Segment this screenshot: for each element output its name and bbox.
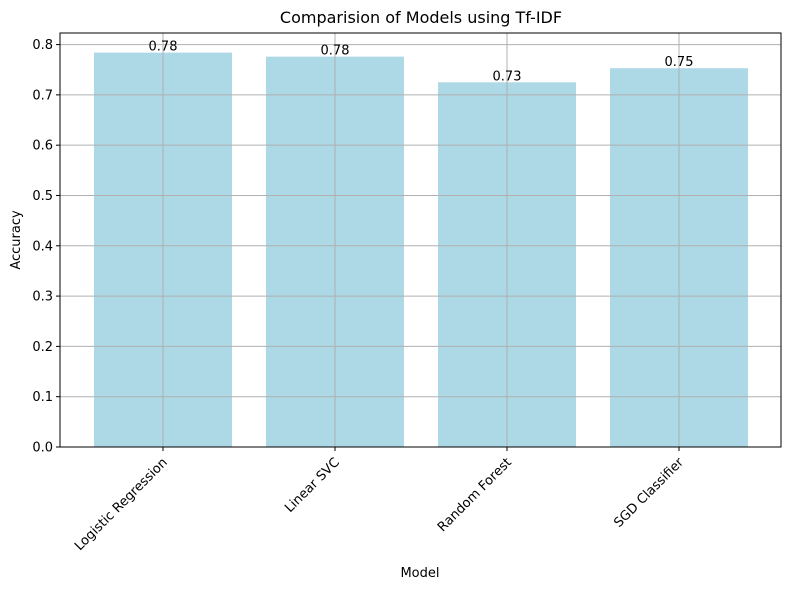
y-tick-label: 0.5	[32, 189, 53, 204]
y-tick-label: 0.3	[32, 290, 53, 305]
y-tick-label: 0.7	[32, 88, 53, 103]
y-axis-ticks: 0.0 0.1 0.2 0.3 0.4 0.5 0.6 0.7 0.8	[32, 38, 60, 456]
grid-lines	[60, 33, 781, 448]
y-tick-label: 0.6	[32, 139, 53, 154]
x-axis-label: Model	[400, 566, 439, 581]
y-tick-label: 0.4	[32, 239, 53, 254]
y-axis-label: Accuracy	[9, 210, 24, 270]
y-tick-label: 0.1	[32, 390, 53, 405]
axes-frame	[59, 32, 782, 448]
data-label-0: 0.78	[149, 40, 178, 55]
chart-title: Comparision of Models using Tf-IDF	[280, 8, 562, 27]
data-label-3: 0.75	[665, 55, 694, 70]
y-tick-label: 0.0	[32, 441, 53, 456]
y-tick-label: 0.8	[32, 38, 53, 53]
data-label-2: 0.73	[493, 69, 522, 84]
data-label-1: 0.78	[321, 44, 350, 59]
y-tick-label: 0.2	[32, 340, 53, 355]
data-labels-group: 0.78 0.78 0.73 0.75	[149, 40, 694, 85]
